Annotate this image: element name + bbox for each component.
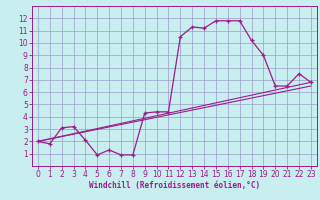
X-axis label: Windchill (Refroidissement éolien,°C): Windchill (Refroidissement éolien,°C) <box>89 181 260 190</box>
